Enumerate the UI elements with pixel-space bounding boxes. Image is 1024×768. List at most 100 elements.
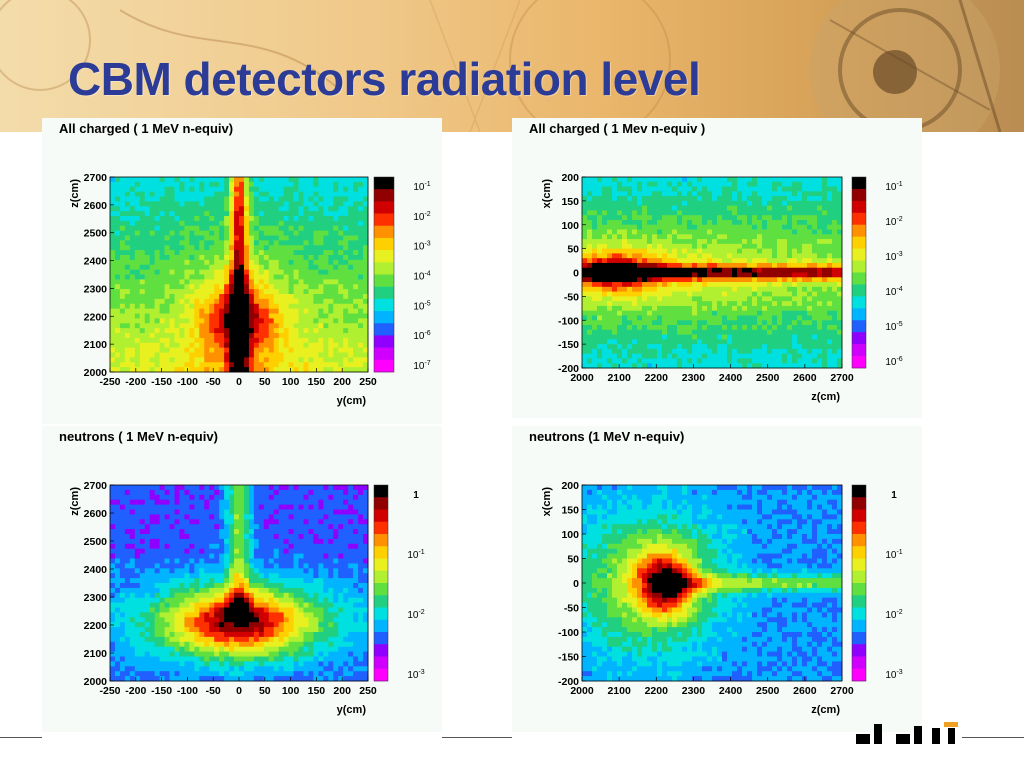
heatmap-cell <box>757 224 763 230</box>
heatmap-cell <box>597 320 603 326</box>
heatmap-cell <box>333 308 339 314</box>
heatmap-cell <box>757 258 763 264</box>
heatmap-cell <box>822 310 828 316</box>
heatmap-cell <box>119 485 126 491</box>
heatmap-cell <box>268 337 275 344</box>
heatmap-cell <box>787 181 793 187</box>
heatmap-cell <box>752 310 758 316</box>
heatmap-cell <box>293 250 299 256</box>
heatmap-cell <box>199 196 205 202</box>
heatmap-cell <box>243 191 250 197</box>
heatmap-cell <box>582 305 588 312</box>
heatmap-cell <box>209 284 215 290</box>
heatmap-cell <box>622 224 628 230</box>
heatmap-cell <box>642 310 648 316</box>
heatmap-cell <box>308 298 314 305</box>
heatmap-cell <box>343 177 349 183</box>
heatmap-cell <box>757 229 763 235</box>
heatmap-cell <box>239 347 245 353</box>
heatmap-cell <box>692 301 698 307</box>
heatmap-cell <box>767 315 773 321</box>
heatmap-cell <box>602 277 608 283</box>
heatmap-cell <box>587 286 593 292</box>
heatmap-cell <box>652 267 658 273</box>
heatmap-cell <box>114 538 121 545</box>
heatmap-cell <box>592 248 598 254</box>
heatmap-cell <box>258 284 265 290</box>
heatmap-cell <box>617 262 623 269</box>
heatmap-cell <box>682 177 688 183</box>
heatmap-cell <box>807 310 813 316</box>
heatmap-cell <box>184 641 190 648</box>
heatmap-cell <box>767 262 773 269</box>
heatmap-cell <box>762 320 768 326</box>
heatmap-cell <box>149 646 156 652</box>
heatmap-cell <box>144 337 151 344</box>
heatmap-cell <box>817 305 823 312</box>
heatmap-cell <box>248 235 255 241</box>
heatmap-cell <box>672 315 678 321</box>
heatmap-cell <box>124 298 131 305</box>
heatmap-cell <box>110 230 116 236</box>
heatmap-cell <box>174 553 180 559</box>
heatmap-cell <box>777 248 783 254</box>
heatmap-cell <box>119 191 126 197</box>
heatmap-cell <box>358 347 364 353</box>
heatmap-cell <box>129 308 136 314</box>
heatmap-cell <box>702 305 708 312</box>
heatmap-cell <box>159 337 165 344</box>
heatmap-cell <box>154 656 161 662</box>
heatmap-cell <box>209 230 215 236</box>
heatmap-cell <box>607 282 613 288</box>
heatmap-cell <box>837 329 843 335</box>
heatmap-cell <box>637 353 643 359</box>
heatmap-cell <box>169 191 175 197</box>
heatmap-cell <box>747 215 753 221</box>
heatmap-cell <box>263 269 270 275</box>
heatmap-cell <box>229 235 235 241</box>
heatmap-cell <box>139 216 146 222</box>
heatmap-cell <box>777 358 783 364</box>
heatmap-cell <box>174 568 180 574</box>
heatmap-cell <box>248 313 255 319</box>
heatmap-cell <box>144 352 151 358</box>
heatmap-cell <box>762 348 768 355</box>
heatmap-cell <box>124 333 131 339</box>
heatmap-cell <box>343 211 349 217</box>
heatmap-cell <box>702 344 708 350</box>
heatmap-cell <box>154 524 161 530</box>
heatmap-cell <box>134 543 141 550</box>
heatmap-cell <box>732 196 738 202</box>
heatmap-cell <box>767 296 773 302</box>
heatmap-cell <box>348 230 354 236</box>
heatmap-cell <box>189 578 195 584</box>
heatmap-cell <box>707 344 713 350</box>
heatmap-cell <box>110 367 116 373</box>
heatmap-cell <box>209 177 215 183</box>
heatmap-cell <box>667 253 673 259</box>
heatmap-cell <box>139 632 146 638</box>
heatmap-cell <box>169 509 175 515</box>
heatmap-cell <box>822 210 828 216</box>
heatmap-cell <box>702 205 708 211</box>
heatmap-cell <box>273 289 280 295</box>
heatmap-cell <box>732 200 738 207</box>
heatmap-cell <box>139 519 146 525</box>
heatmap-cell <box>647 320 653 326</box>
heatmap-cell <box>129 245 136 251</box>
heatmap-cell <box>837 205 843 211</box>
heatmap-cell <box>159 259 165 266</box>
heatmap-cell <box>722 334 728 340</box>
heatmap-cell <box>338 357 344 363</box>
heatmap-cell <box>179 259 185 266</box>
heatmap-cell <box>582 229 588 235</box>
heatmap-cell <box>762 272 768 278</box>
heatmap-cell <box>587 186 593 192</box>
heatmap-cell <box>607 248 613 254</box>
heatmap-cell <box>827 358 833 364</box>
heatmap-cell <box>308 255 314 261</box>
heatmap-cell <box>253 289 260 295</box>
heatmap-cell <box>110 240 116 246</box>
heatmap-cell <box>792 210 798 216</box>
heatmap-cell <box>129 607 136 613</box>
